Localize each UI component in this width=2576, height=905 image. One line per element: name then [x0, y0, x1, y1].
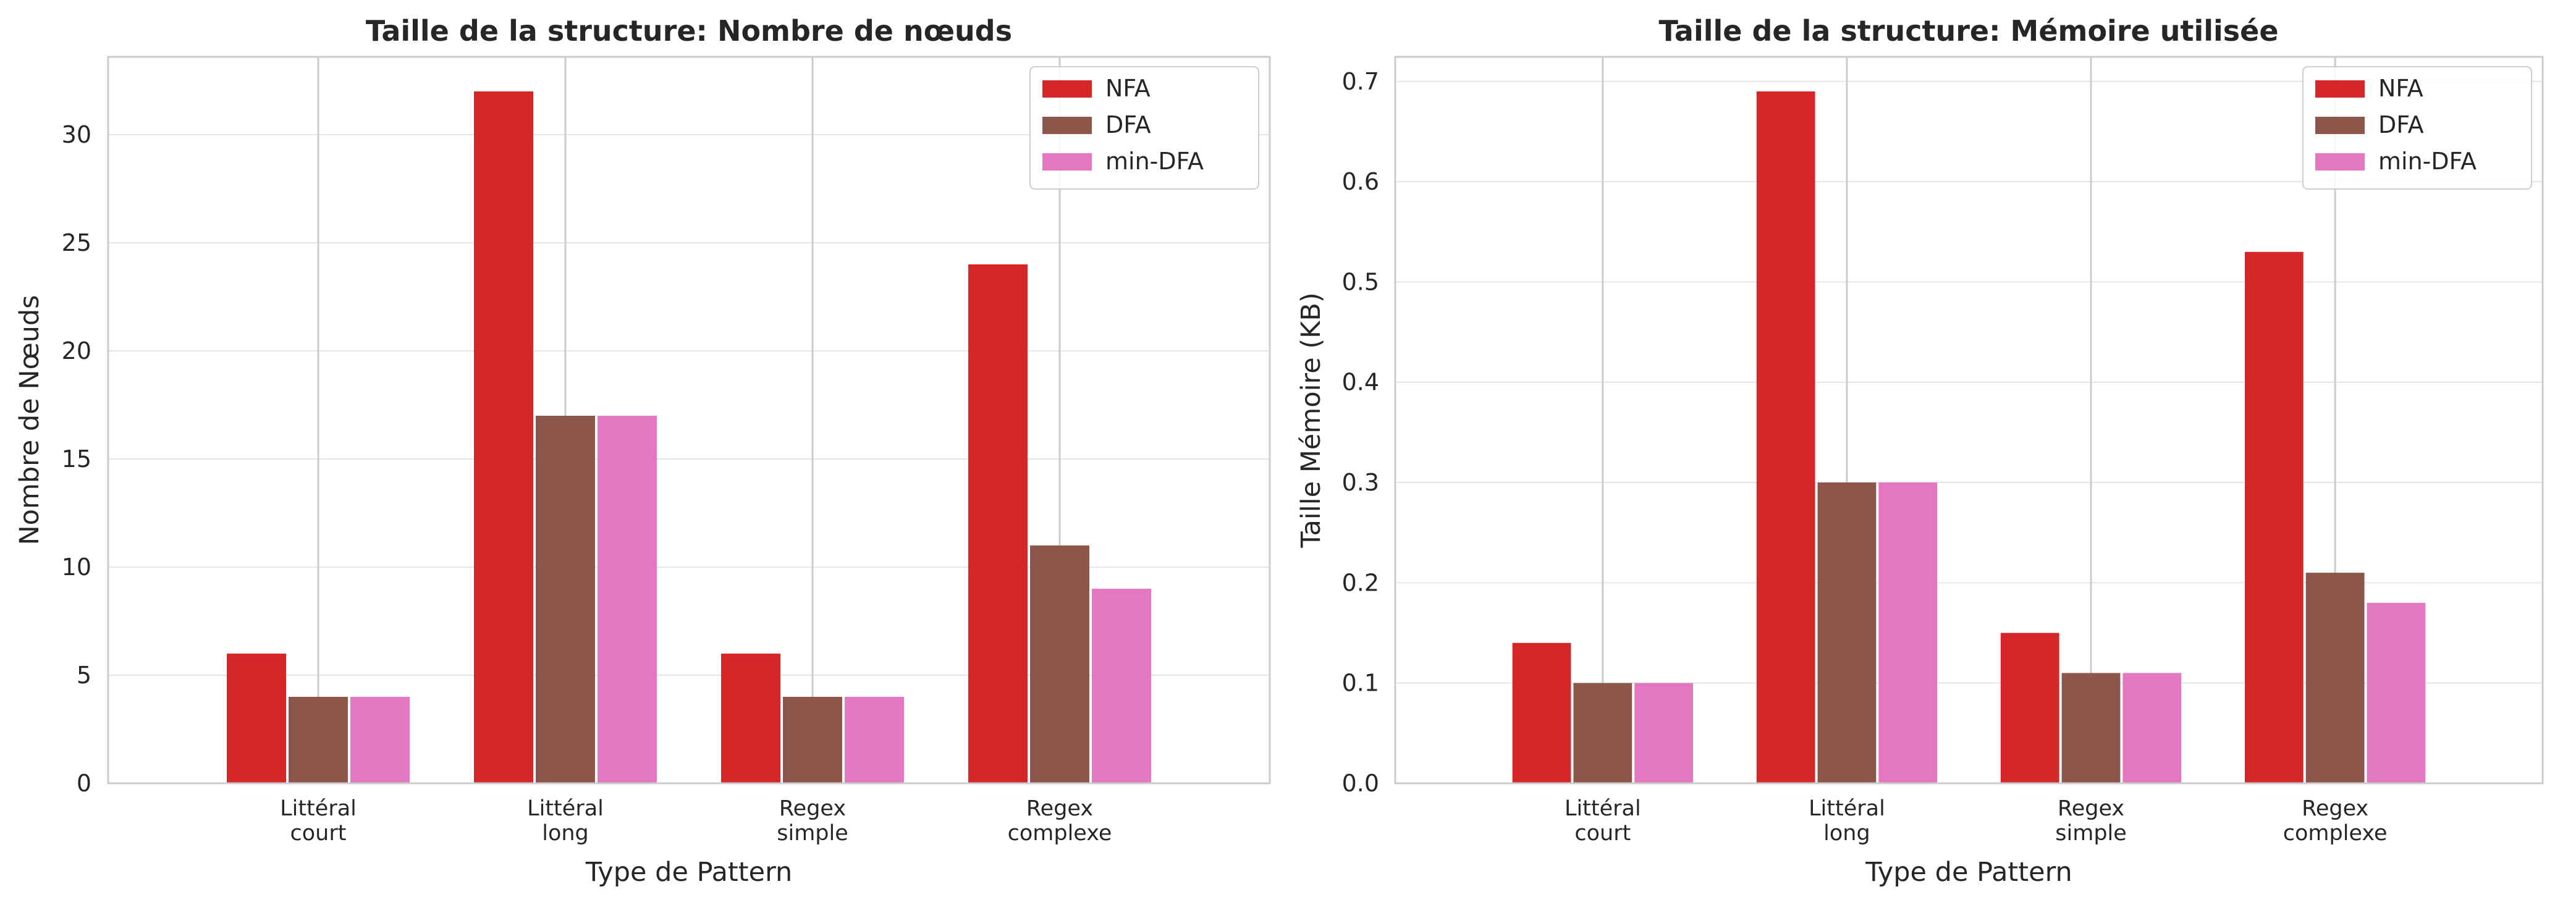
bar-dfa-2: [1817, 482, 1877, 783]
bar-nfa-1: [1512, 642, 1571, 783]
bar-dfa-1: [289, 697, 348, 783]
y-tick-label: 30: [62, 121, 91, 148]
y-axis-label: Taille Mémoire (KB): [1296, 292, 1327, 548]
bar-nfa-2: [1756, 91, 1815, 783]
bar-nfa-1: [227, 654, 286, 783]
bar-nfa-2: [474, 91, 533, 783]
y-tick-label: 0.3: [1342, 469, 1379, 496]
legend-label: min-DFA: [2378, 148, 2477, 175]
legend-swatch-min-dfa: [1042, 153, 1092, 170]
x-tick-label: Regex simple: [2055, 796, 2127, 846]
legend-label: min-DFA: [1105, 148, 1204, 175]
legend-swatch-min-dfa: [2315, 153, 2365, 170]
bar-nfa-3: [721, 654, 780, 783]
y-tick-label: 0: [77, 770, 91, 797]
x-tick-label: Regex simple: [777, 796, 848, 846]
bar-dfa-1: [1573, 683, 1632, 783]
y-tick-label: 0.1: [1342, 670, 1379, 697]
bar-min-dfa-4: [2367, 602, 2426, 783]
bar-min-dfa-2: [1878, 482, 1938, 783]
chart-panel-2: 0.0 0.1 0.2 0.3 0.4 0.5 0.6 0.7 Littéral court Lit…: [1296, 14, 2544, 888]
y-tick-label: 20: [62, 337, 91, 364]
x-tick-label: Littéral court: [280, 796, 357, 846]
y-tick-label: 0.2: [1342, 569, 1379, 596]
bar-min-dfa-1: [350, 697, 410, 783]
x-tick-label: Littéral court: [1565, 796, 1641, 846]
legend-swatch-dfa: [2315, 117, 2365, 134]
legend-label: DFA: [1105, 111, 1151, 138]
x-tick-label: Littéral long: [1809, 796, 1885, 846]
x-tick-label: Regex complexe: [2283, 796, 2388, 846]
chart-title: Taille de la structure: Mémoire utilisée: [1658, 14, 2278, 48]
legend-swatch-dfa: [1042, 117, 1092, 134]
plot-frame: [107, 56, 1271, 785]
bar-min-dfa-1: [1634, 683, 1694, 783]
bar-dfa-2: [536, 416, 595, 783]
bar-dfa-3: [783, 697, 842, 783]
y-tick-label: 10: [62, 554, 91, 581]
bar-min-dfa-3: [845, 697, 904, 783]
y-tick-label: 0.6: [1342, 168, 1379, 195]
legend: NFA DFA min-DFA: [2302, 66, 2532, 190]
bar-min-dfa-3: [2122, 673, 2182, 783]
y-axis-label: Nombre de Nœuds: [14, 295, 45, 545]
legend-label: DFA: [2378, 111, 2424, 138]
bar-nfa-3: [2000, 633, 2059, 783]
bar-dfa-4: [2305, 573, 2365, 783]
bar-min-dfa-4: [1092, 589, 1151, 783]
plot-frame: [1394, 56, 2544, 785]
y-tick-label: 0.4: [1342, 369, 1379, 396]
y-tick-label: 0.7: [1342, 68, 1379, 95]
bar-min-dfa-2: [598, 416, 657, 783]
bar-dfa-3: [2061, 673, 2121, 783]
bar-dfa-4: [1030, 545, 1089, 783]
bar-nfa-4: [968, 264, 1028, 783]
legend-label: NFA: [1105, 75, 1151, 102]
y-tick-label: 0.0: [1342, 770, 1379, 797]
legend: NFA DFA min-DFA: [1029, 66, 1259, 190]
legend-label: NFA: [2378, 75, 2423, 102]
bar-nfa-4: [2244, 251, 2304, 783]
x-axis-label: Type de Pattern: [585, 857, 793, 888]
x-tick-label: Regex complexe: [1008, 796, 1112, 846]
legend-swatch-nfa: [2315, 80, 2365, 98]
chart-title: Taille de la structure: Nombre de nœuds: [366, 14, 1012, 48]
x-tick-label: Littéral long: [527, 796, 604, 846]
y-tick-label: 25: [62, 229, 91, 256]
chart-panel-1: 0 5 10 15 20 25 30 Littéral court Littéral long Reg…: [14, 14, 1271, 888]
legend-swatch-nfa: [1042, 80, 1092, 98]
y-tick-label: 5: [77, 662, 91, 689]
y-tick-label: 0.5: [1342, 268, 1379, 295]
y-tick-label: 15: [62, 445, 91, 473]
x-axis-label: Type de Pattern: [1865, 857, 2072, 888]
